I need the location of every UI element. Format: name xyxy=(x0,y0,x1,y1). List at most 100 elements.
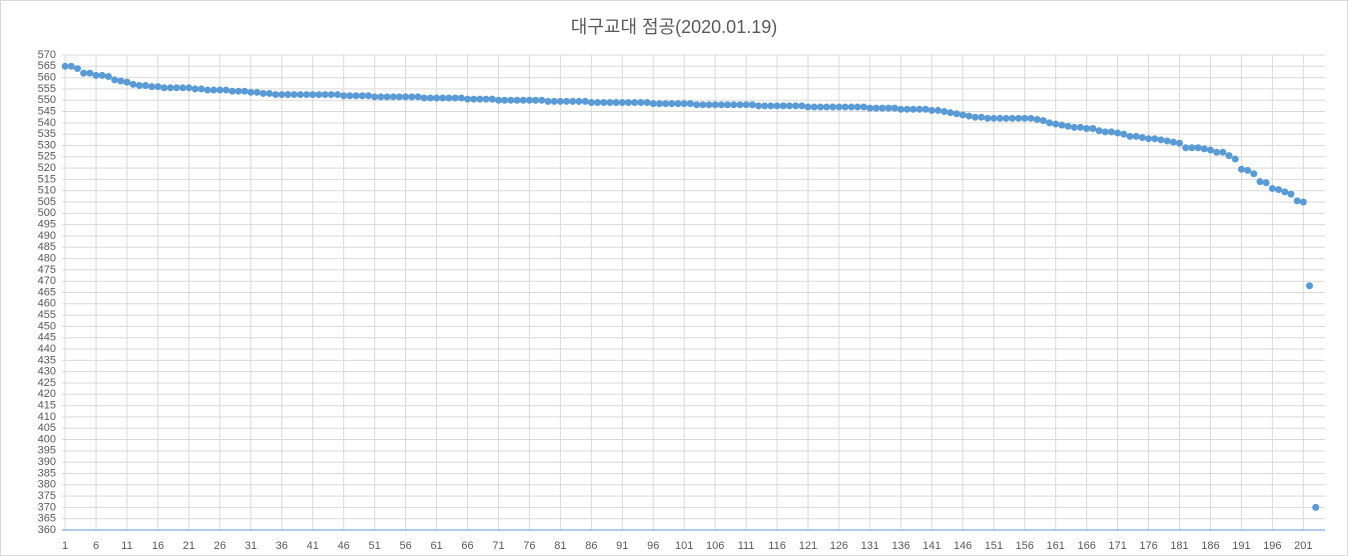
point xyxy=(804,103,812,111)
point xyxy=(1070,123,1078,131)
point xyxy=(111,76,119,84)
x-tick-label: 91 xyxy=(616,540,628,552)
point xyxy=(643,99,651,106)
point xyxy=(371,93,379,101)
point xyxy=(1293,197,1301,205)
x-tick-label: 106 xyxy=(706,540,724,552)
point xyxy=(699,101,707,109)
point xyxy=(717,101,725,109)
point xyxy=(587,99,595,106)
x-tick-label: 21 xyxy=(183,540,195,552)
x-tick-label: 191 xyxy=(1232,540,1250,552)
point xyxy=(501,96,509,104)
point xyxy=(216,86,224,94)
point xyxy=(1256,178,1264,186)
y-tick-label: 550 xyxy=(38,94,56,106)
point xyxy=(575,97,583,105)
point xyxy=(934,106,942,114)
point xyxy=(773,102,781,110)
point xyxy=(284,91,292,99)
point xyxy=(309,91,317,99)
x-tick-label: 196 xyxy=(1263,540,1281,552)
y-tick-label: 565 xyxy=(38,60,56,72)
x-tick-label: 56 xyxy=(399,540,411,552)
point xyxy=(903,105,911,113)
x-tick-label: 151 xyxy=(985,540,1003,552)
point xyxy=(1225,152,1233,160)
point xyxy=(606,99,614,106)
point xyxy=(686,100,694,108)
y-tick-label: 500 xyxy=(38,207,56,219)
y-tick-label: 540 xyxy=(38,117,56,129)
x-tick-label: 26 xyxy=(214,540,226,552)
x-tick-label: 71 xyxy=(492,540,504,552)
y-tick-label: 385 xyxy=(38,467,56,479)
point xyxy=(402,93,410,101)
point xyxy=(488,95,496,103)
y-tick-label: 520 xyxy=(38,162,56,174)
point xyxy=(798,102,806,110)
y-tick-label: 555 xyxy=(38,83,56,95)
y-tick-label: 405 xyxy=(38,422,56,434)
point xyxy=(1138,134,1146,142)
point xyxy=(940,108,948,116)
point xyxy=(668,100,676,108)
point xyxy=(433,94,441,102)
point xyxy=(327,91,335,99)
y-tick-label: 460 xyxy=(38,298,56,310)
point xyxy=(953,110,961,118)
point xyxy=(98,71,106,79)
point xyxy=(829,103,837,111)
point xyxy=(785,102,793,110)
point xyxy=(538,96,546,104)
y-tick-label: 420 xyxy=(38,388,56,400)
y-tick-label: 360 xyxy=(38,524,56,536)
point xyxy=(736,101,744,109)
point xyxy=(680,100,688,108)
point xyxy=(767,102,775,110)
y-tick-label: 430 xyxy=(38,366,56,378)
x-tick-label: 146 xyxy=(954,540,972,552)
point xyxy=(265,89,273,97)
point xyxy=(129,80,137,88)
point xyxy=(296,91,304,99)
y-tick-label: 440 xyxy=(38,343,56,355)
x-tick-label: 41 xyxy=(307,540,319,552)
point xyxy=(742,101,750,109)
point xyxy=(470,95,478,103)
point xyxy=(909,105,917,113)
point xyxy=(624,99,632,106)
point xyxy=(1219,148,1227,156)
point xyxy=(191,85,199,93)
point xyxy=(457,94,465,102)
point xyxy=(1132,132,1140,140)
x-tick-label: 61 xyxy=(430,540,442,552)
x-tick-label: 166 xyxy=(1077,540,1095,552)
y-tick-label: 450 xyxy=(38,320,56,332)
x-tick-label: 81 xyxy=(554,540,566,552)
point xyxy=(1244,166,1252,174)
point xyxy=(272,91,280,99)
point xyxy=(86,69,94,77)
y-tick-label: 475 xyxy=(38,264,56,276)
point xyxy=(990,114,998,122)
point xyxy=(445,94,453,102)
y-tick-label: 455 xyxy=(38,309,56,321)
point xyxy=(142,82,150,90)
point xyxy=(61,62,69,70)
y-tick-label: 560 xyxy=(38,72,56,84)
point xyxy=(662,100,670,108)
y-tick-label: 395 xyxy=(38,445,56,457)
point xyxy=(730,101,738,109)
point xyxy=(1312,503,1320,511)
point xyxy=(408,93,416,101)
point xyxy=(897,105,905,113)
point xyxy=(203,86,211,94)
point xyxy=(160,84,168,92)
point xyxy=(928,106,936,114)
point xyxy=(439,94,447,102)
x-tick-label: 131 xyxy=(861,540,879,552)
x-tick-label: 176 xyxy=(1139,540,1157,552)
